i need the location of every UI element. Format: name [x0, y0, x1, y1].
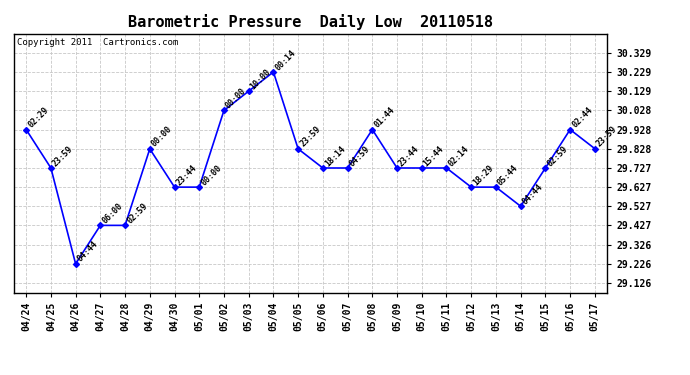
Text: 23:59: 23:59 [595, 124, 619, 148]
Text: 15:44: 15:44 [422, 144, 446, 168]
Text: 10:00: 10:00 [248, 67, 273, 91]
Text: 04:59: 04:59 [348, 144, 372, 168]
Text: 18:29: 18:29 [471, 163, 495, 187]
Text: 18:14: 18:14 [323, 144, 347, 168]
Text: Copyright 2011  Cartronics.com: Copyright 2011 Cartronics.com [17, 38, 178, 46]
Text: 00:00: 00:00 [150, 125, 174, 149]
Text: 04:44: 04:44 [76, 240, 99, 264]
Text: 23:59: 23:59 [51, 144, 75, 168]
Text: 02:29: 02:29 [26, 105, 50, 129]
Text: 04:44: 04:44 [521, 182, 544, 206]
Text: 23:44: 23:44 [397, 144, 421, 168]
Text: 06:00: 06:00 [100, 201, 124, 225]
Text: 02:59: 02:59 [545, 144, 569, 168]
Text: 01:44: 01:44 [373, 105, 396, 129]
Text: 02:14: 02:14 [446, 144, 471, 168]
Text: 00:00: 00:00 [224, 86, 248, 111]
Title: Barometric Pressure  Daily Low  20110518: Barometric Pressure Daily Low 20110518 [128, 14, 493, 30]
Text: 00:14: 00:14 [273, 48, 297, 72]
Text: 02:44: 02:44 [570, 105, 594, 129]
Text: 02:59: 02:59 [125, 201, 149, 225]
Text: 05:44: 05:44 [496, 163, 520, 187]
Text: 23:59: 23:59 [298, 125, 322, 149]
Text: 23:44: 23:44 [175, 163, 199, 187]
Text: 00:00: 00:00 [199, 163, 224, 187]
